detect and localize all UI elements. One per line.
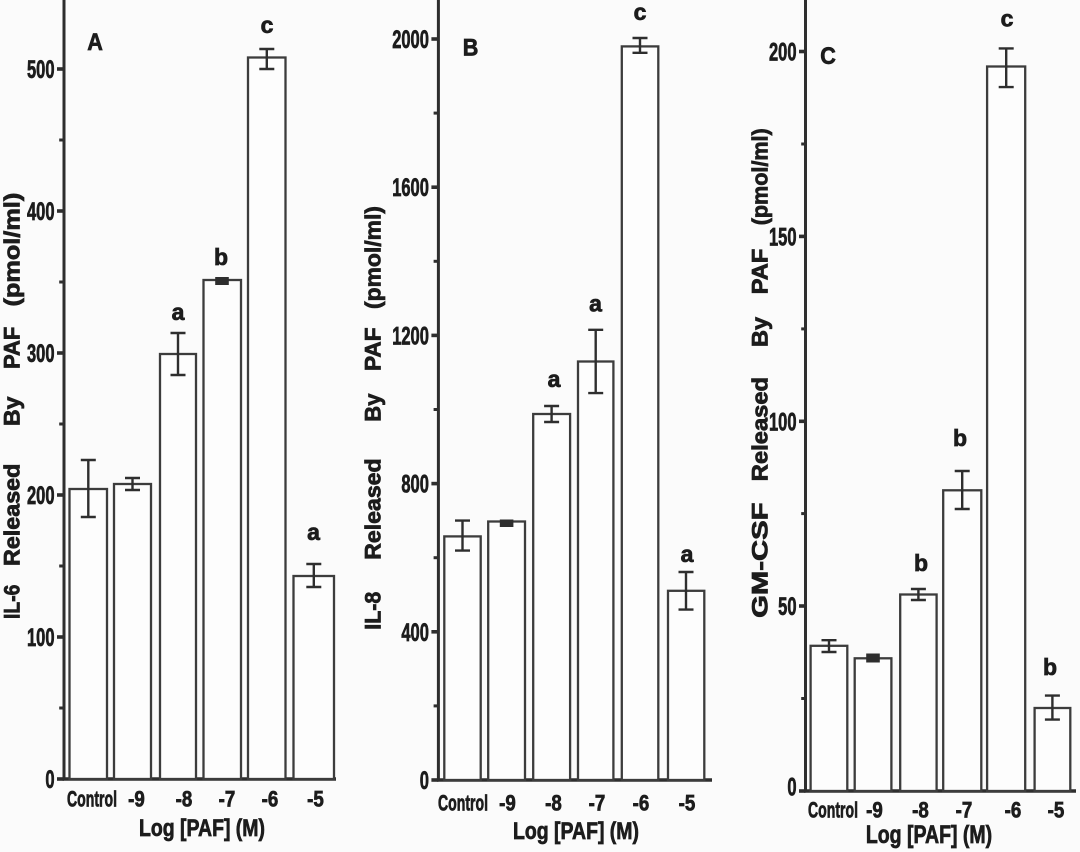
svg-text:-9: -9 bbox=[499, 792, 516, 816]
svg-text:400: 400 bbox=[27, 199, 55, 226]
svg-text:Log [PAF] (M): Log [PAF] (M) bbox=[513, 817, 639, 844]
svg-text:b: b bbox=[214, 244, 228, 270]
svg-text:800: 800 bbox=[401, 471, 429, 498]
svg-text:-8: -8 bbox=[545, 792, 562, 816]
svg-text:200: 200 bbox=[27, 483, 55, 510]
svg-text:Log [PAF] (M): Log [PAF] (M) bbox=[866, 821, 992, 849]
svg-text:-9: -9 bbox=[866, 799, 883, 823]
svg-text:IL-8: IL-8 bbox=[360, 592, 385, 630]
svg-text:Log [PAF] (M): Log [PAF] (M) bbox=[139, 814, 265, 841]
svg-text:-7: -7 bbox=[589, 792, 606, 816]
svg-text:150: 150 bbox=[769, 224, 797, 251]
svg-text:c: c bbox=[261, 12, 274, 38]
svg-text:100: 100 bbox=[769, 409, 797, 436]
svg-text:-8: -8 bbox=[176, 788, 193, 812]
svg-text:b: b bbox=[953, 425, 967, 451]
svg-text:-5: -5 bbox=[1048, 799, 1065, 823]
svg-text:-5: -5 bbox=[679, 792, 696, 816]
svg-text:1200: 1200 bbox=[392, 323, 429, 350]
svg-text:c: c bbox=[634, 0, 647, 25]
svg-text:Control: Control bbox=[808, 797, 858, 822]
svg-text:b: b bbox=[1043, 654, 1057, 680]
svg-text:Control: Control bbox=[67, 786, 117, 811]
svg-text:By: By bbox=[747, 317, 772, 347]
svg-text:Released: Released bbox=[747, 377, 772, 481]
svg-text:50: 50 bbox=[778, 594, 796, 621]
svg-text:200: 200 bbox=[769, 39, 797, 66]
svg-text:Released: Released bbox=[361, 458, 385, 559]
svg-text:0: 0 bbox=[420, 768, 429, 795]
svg-text:(pmol/ml): (pmol/ml) bbox=[747, 128, 772, 225]
svg-text:500: 500 bbox=[27, 57, 55, 84]
svg-text:a: a bbox=[548, 366, 561, 392]
svg-text:A: A bbox=[87, 28, 103, 55]
svg-text:400: 400 bbox=[401, 620, 429, 647]
svg-text:GM-CSF: GM-CSF bbox=[749, 503, 773, 618]
svg-text:2000: 2000 bbox=[392, 27, 429, 54]
svg-text:a: a bbox=[172, 299, 185, 325]
svg-text:-7: -7 bbox=[219, 788, 236, 812]
svg-text:a: a bbox=[681, 541, 694, 567]
svg-text:b: b bbox=[914, 550, 928, 576]
svg-text:-7: -7 bbox=[956, 799, 973, 823]
svg-text:PAF: PAF bbox=[747, 249, 772, 295]
svg-text:1600: 1600 bbox=[392, 175, 429, 202]
svg-text:-8: -8 bbox=[912, 799, 929, 823]
svg-text:PAF: PAF bbox=[361, 327, 386, 371]
svg-text:Released: Released bbox=[0, 464, 24, 566]
svg-text:-6: -6 bbox=[1005, 799, 1022, 823]
svg-text:-9: -9 bbox=[128, 788, 145, 812]
svg-text:C: C bbox=[820, 42, 836, 69]
svg-text:0: 0 bbox=[45, 767, 54, 794]
svg-text:IL-6: IL-6 bbox=[0, 585, 24, 619]
svg-text:-5: -5 bbox=[307, 788, 324, 812]
svg-text:300: 300 bbox=[27, 341, 55, 368]
svg-text:Control: Control bbox=[438, 790, 488, 815]
svg-text:By: By bbox=[0, 396, 24, 426]
svg-text:-6: -6 bbox=[262, 788, 279, 812]
svg-text:100: 100 bbox=[27, 625, 55, 652]
svg-text:a: a bbox=[589, 291, 602, 317]
svg-text:-6: -6 bbox=[633, 792, 650, 816]
svg-text:0: 0 bbox=[787, 774, 796, 801]
svg-text:By: By bbox=[361, 393, 386, 422]
svg-text:PAF: PAF bbox=[0, 327, 25, 369]
svg-text:B: B bbox=[463, 33, 479, 60]
svg-text:c: c bbox=[1001, 6, 1014, 32]
svg-text:a: a bbox=[307, 519, 320, 545]
svg-text:(pmol/ml): (pmol/ml) bbox=[361, 206, 386, 309]
svg-text:(pmol/ml): (pmol/ml) bbox=[1, 193, 25, 307]
